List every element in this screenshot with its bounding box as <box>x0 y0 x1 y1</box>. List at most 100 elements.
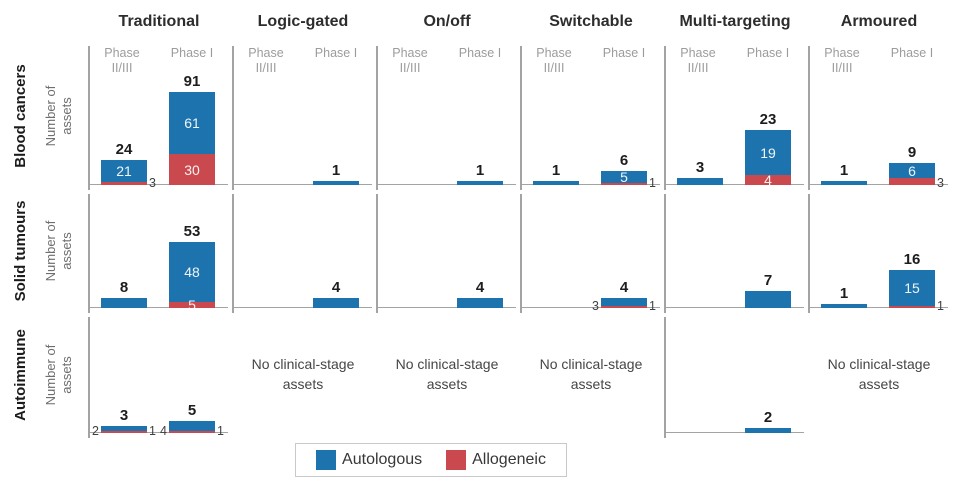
y-axis-line <box>232 194 234 313</box>
phase-label-phase-ii-iii: Phase II/III <box>104 46 140 75</box>
no-assets-text: No clinical-stage assets <box>520 337 662 413</box>
bar-phase-i: 1 <box>457 163 503 185</box>
no-assets-text: No clinical-stage assets <box>376 337 518 413</box>
autologous-segment <box>745 291 791 308</box>
panel-solid-tumours-armoured: 1 16 15 1 <box>808 194 950 313</box>
row-label-blood-cancers: Blood cancers <box>11 63 29 168</box>
phase-label-phase-i: Phase I <box>170 46 214 60</box>
column-header-armoured: Armoured <box>840 13 918 30</box>
autologous-segment <box>821 181 867 185</box>
autologous-count-label: 15 <box>904 279 920 296</box>
y-axis-line <box>520 194 522 313</box>
allogeneic-segment <box>169 301 215 308</box>
allogeneic-segment <box>889 177 935 185</box>
legend-item-allogeneic: Allogeneic <box>446 450 546 470</box>
panel-blood-cancers-traditional: Phase II/III Phase I 24 21 3 91 61 30 <box>88 46 230 190</box>
autologous-segment <box>745 129 791 176</box>
column-header-multi-targeting: Multi-targeting <box>679 13 791 30</box>
x-axis-line <box>808 306 948 308</box>
autologous-segment <box>101 160 147 182</box>
x-axis-line <box>808 183 948 185</box>
autologous-count-label: 2 <box>92 423 99 438</box>
phase-label-phase-i: Phase I <box>458 46 502 60</box>
autologous-segment <box>745 428 791 433</box>
autologous-segment <box>889 269 935 306</box>
autologous-count-label: 5 <box>620 168 628 185</box>
total-count-label: 4 <box>619 279 629 297</box>
autologous-count-label: 21 <box>116 163 132 180</box>
no-assets-label: No clinical-stage assets <box>539 356 643 392</box>
autologous-segment <box>821 304 867 308</box>
x-axis-line <box>664 306 804 308</box>
y-axis-label-text: Number of assets <box>43 220 74 282</box>
autologous-count-label: 6 <box>908 162 916 179</box>
y-axis-line <box>232 46 234 190</box>
bar-phase-i: 91 61 30 <box>169 74 215 185</box>
phase-label-phase-i: Phase I <box>602 46 646 60</box>
phase-label-phase-i: Phase I <box>746 46 790 60</box>
y-axis-line <box>376 194 378 313</box>
autologous-segment <box>457 181 503 185</box>
total-count-label: 3 <box>695 158 705 176</box>
total-count-label: 5 <box>187 402 197 419</box>
total-count-label: 6 <box>619 151 629 169</box>
x-axis-line <box>88 306 228 308</box>
allogeneic-segment <box>601 182 647 185</box>
phase-label-phase-ii-iii: Phase II/III <box>536 46 572 75</box>
bar-phase-i: 1 <box>313 163 359 185</box>
panel-blood-cancers-on-off: Phase II/III Phase I 1 <box>376 46 518 190</box>
y-axis-line <box>88 317 90 438</box>
x-axis-line <box>520 183 660 185</box>
total-count-label: 1 <box>839 162 849 179</box>
autologous-segment <box>601 170 647 183</box>
allogeneic-segment <box>745 175 791 185</box>
bar-phase-i: 7 <box>745 273 791 308</box>
autologous-count-label: 48 <box>184 263 200 280</box>
y-axis-label-solid-tumours: Number of assets <box>43 195 75 307</box>
y-axis-line <box>664 317 666 438</box>
allogeneic-count-label: 5 <box>188 296 196 313</box>
x-axis-line <box>376 306 516 308</box>
autologous-segment <box>313 298 359 308</box>
x-axis-line <box>376 183 516 185</box>
column-header-logic-gated: Logic-gated <box>257 13 349 30</box>
bar-phase-i: 53 48 5 <box>169 224 215 313</box>
y-axis-line <box>664 46 666 190</box>
no-assets-text: No clinical-stage assets <box>232 337 374 413</box>
autologous-segment <box>601 298 647 306</box>
allogeneic-count-label: 1 <box>649 175 656 190</box>
bar-phase-ii-iii: 3 2 1 <box>92 408 156 437</box>
total-count-label: 1 <box>475 162 485 179</box>
bar-phase-ii-iii: 1 <box>821 286 867 308</box>
y-axis-line <box>664 194 666 313</box>
y-axis-line <box>376 46 378 190</box>
y-axis-line <box>88 194 90 313</box>
y-axis-line <box>520 46 522 190</box>
phase-label-phase-i: Phase I <box>314 46 358 60</box>
column-header-on-off: On/off <box>423 13 471 30</box>
row-label-autoimmune: Autoimmune <box>11 329 29 421</box>
allogeneic-count-label: 3 <box>937 175 944 190</box>
bar-phase-ii-iii: 24 21 3 <box>101 142 156 189</box>
bar-phase-i: 16 15 1 <box>889 252 944 312</box>
autologous-count-label: 4 <box>160 423 167 438</box>
panel-autoimmune-on-off: No clinical-stage assets <box>376 317 518 433</box>
x-axis-line <box>232 183 372 185</box>
panel-autoimmune-multi-targeting: 2 <box>664 317 806 438</box>
total-count-label: 8 <box>119 279 129 297</box>
allogeneic-count-label: 1 <box>937 298 944 313</box>
y-axis-label-autoimmune: Number of assets <box>43 319 75 431</box>
legend: Autologous Allogeneic <box>295 443 567 477</box>
autologous-segment <box>101 298 147 308</box>
autologous-segment <box>457 298 503 308</box>
total-count-label: 24 <box>115 141 133 159</box>
bar-phase-ii-iii: 1 <box>821 163 867 185</box>
x-axis-line <box>88 431 228 433</box>
total-count-label: 16 <box>903 250 921 268</box>
y-axis-label-text: Number of assets <box>43 85 74 146</box>
bar-phase-ii-iii: 3 <box>677 160 723 185</box>
total-count-label: 1 <box>331 162 341 179</box>
